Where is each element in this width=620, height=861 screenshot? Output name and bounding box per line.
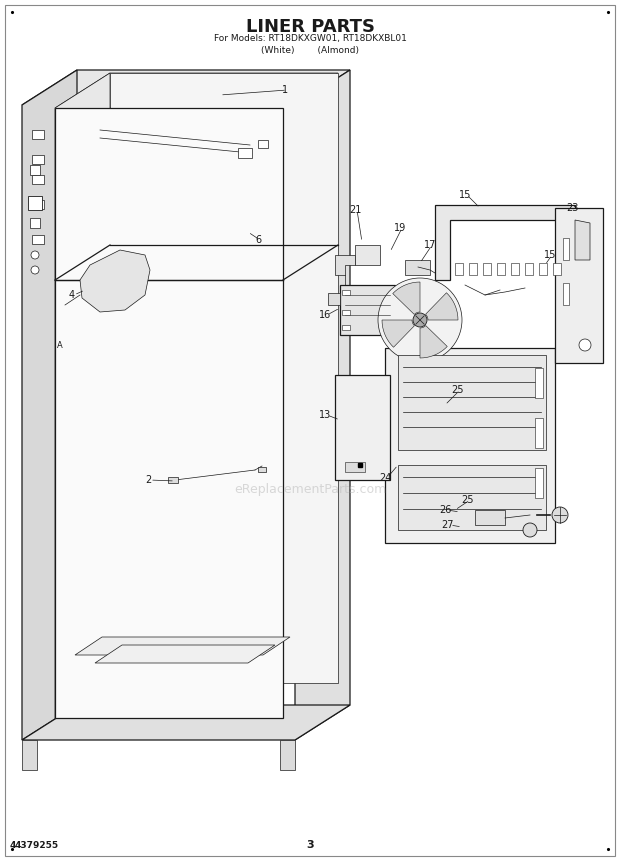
Polygon shape bbox=[55, 73, 338, 108]
Circle shape bbox=[552, 507, 568, 523]
Bar bbox=[168, 477, 178, 483]
Polygon shape bbox=[435, 205, 575, 280]
Bar bbox=[525, 263, 533, 275]
Bar bbox=[345, 462, 365, 472]
Text: eReplacementParts.com: eReplacementParts.com bbox=[234, 484, 386, 497]
Polygon shape bbox=[80, 250, 150, 312]
Polygon shape bbox=[475, 510, 505, 525]
Text: 17: 17 bbox=[424, 240, 436, 250]
Text: 13: 13 bbox=[319, 410, 331, 420]
Bar bbox=[535, 368, 543, 398]
Bar bbox=[342, 310, 350, 315]
Bar bbox=[497, 263, 505, 275]
Polygon shape bbox=[110, 73, 338, 683]
Text: LINER PARTS: LINER PARTS bbox=[246, 18, 374, 36]
Bar bbox=[258, 467, 266, 472]
Bar bbox=[28, 196, 42, 210]
Polygon shape bbox=[22, 740, 37, 770]
Text: 4379255: 4379255 bbox=[15, 840, 59, 850]
Text: A: A bbox=[57, 340, 63, 350]
Text: 25: 25 bbox=[452, 385, 464, 395]
Text: For Models: RT18DKXGW01, RT18DKXBL01: For Models: RT18DKXGW01, RT18DKXBL01 bbox=[213, 34, 407, 43]
Polygon shape bbox=[55, 108, 283, 718]
Bar bbox=[32, 130, 44, 139]
Text: 26: 26 bbox=[439, 505, 451, 515]
Polygon shape bbox=[385, 348, 555, 543]
Text: 25: 25 bbox=[462, 495, 474, 505]
Polygon shape bbox=[95, 645, 275, 663]
Text: 27: 27 bbox=[441, 520, 454, 530]
Polygon shape bbox=[280, 740, 295, 770]
Polygon shape bbox=[382, 320, 414, 347]
Text: (White)        (Almond): (White) (Almond) bbox=[261, 46, 359, 55]
Text: 6: 6 bbox=[255, 235, 261, 245]
Bar bbox=[32, 200, 44, 209]
Bar bbox=[30, 165, 40, 175]
Circle shape bbox=[413, 313, 427, 327]
Bar bbox=[563, 238, 569, 260]
Text: 3: 3 bbox=[306, 840, 314, 850]
Text: 15: 15 bbox=[459, 190, 471, 200]
Polygon shape bbox=[555, 208, 603, 363]
Polygon shape bbox=[75, 637, 290, 655]
Polygon shape bbox=[328, 293, 340, 305]
Text: 15: 15 bbox=[544, 250, 556, 260]
Bar bbox=[30, 218, 40, 228]
Bar bbox=[342, 290, 350, 295]
Polygon shape bbox=[340, 285, 395, 335]
Text: 2: 2 bbox=[145, 475, 151, 485]
Circle shape bbox=[579, 339, 591, 351]
Circle shape bbox=[523, 523, 537, 537]
Polygon shape bbox=[420, 325, 447, 358]
Polygon shape bbox=[22, 70, 77, 740]
Polygon shape bbox=[22, 70, 350, 105]
Text: 24: 24 bbox=[379, 473, 391, 483]
Polygon shape bbox=[335, 255, 355, 275]
Text: 4: 4 bbox=[10, 840, 16, 850]
Text: 1: 1 bbox=[282, 85, 288, 95]
Text: 21: 21 bbox=[349, 205, 361, 215]
Bar bbox=[32, 235, 44, 244]
Bar bbox=[483, 263, 491, 275]
Polygon shape bbox=[355, 245, 380, 265]
Bar bbox=[32, 175, 44, 184]
Bar bbox=[342, 325, 350, 330]
Polygon shape bbox=[425, 293, 458, 320]
Bar bbox=[563, 283, 569, 305]
Circle shape bbox=[31, 266, 39, 274]
Polygon shape bbox=[405, 260, 430, 275]
Bar bbox=[511, 263, 519, 275]
Text: 23: 23 bbox=[566, 203, 578, 213]
Bar bbox=[553, 263, 561, 275]
Bar bbox=[32, 155, 44, 164]
Polygon shape bbox=[398, 355, 546, 450]
Polygon shape bbox=[398, 465, 546, 530]
Bar bbox=[539, 263, 547, 275]
Polygon shape bbox=[575, 220, 590, 260]
Circle shape bbox=[378, 278, 462, 362]
Bar bbox=[238, 148, 252, 158]
Bar bbox=[535, 418, 543, 448]
Polygon shape bbox=[295, 70, 350, 740]
Text: 19: 19 bbox=[394, 223, 406, 233]
Bar bbox=[469, 263, 477, 275]
Bar bbox=[455, 263, 463, 275]
Bar bbox=[258, 140, 268, 148]
Polygon shape bbox=[55, 73, 110, 718]
Text: 16: 16 bbox=[319, 310, 331, 320]
Polygon shape bbox=[335, 375, 390, 480]
Circle shape bbox=[31, 251, 39, 259]
Bar bbox=[535, 468, 543, 498]
Polygon shape bbox=[392, 282, 420, 314]
Text: 4: 4 bbox=[69, 290, 75, 300]
Polygon shape bbox=[22, 705, 350, 740]
